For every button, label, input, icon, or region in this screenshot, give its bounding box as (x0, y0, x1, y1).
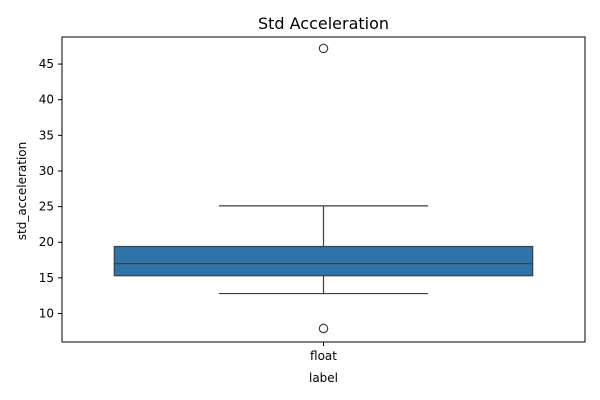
y-axis: 10 15 20 25 30 35 40 45 (39, 57, 62, 320)
y-tick-label: 25 (39, 200, 54, 214)
y-tick-label: 30 (39, 164, 54, 178)
x-tick-label: float (310, 349, 337, 363)
y-tick-label: 35 (39, 128, 54, 142)
outlier-point (318, 323, 329, 334)
outlier-point (318, 43, 329, 54)
y-tick-label: 10 (39, 306, 54, 320)
plot-frame (61, 36, 586, 343)
chart-title: Std Acceleration (258, 14, 389, 33)
y-tick-label: 40 (39, 93, 54, 107)
y-tick-label: 15 (39, 271, 54, 285)
x-axis: float (310, 342, 337, 363)
iqr-box (113, 245, 534, 277)
box-marks (113, 43, 534, 334)
y-tick-label: 45 (39, 57, 54, 71)
y-axis-label: std_acceleration (15, 142, 29, 241)
x-axis-label: label (309, 371, 338, 385)
plot-area (61, 36, 586, 343)
y-tick-label: 20 (39, 235, 54, 249)
